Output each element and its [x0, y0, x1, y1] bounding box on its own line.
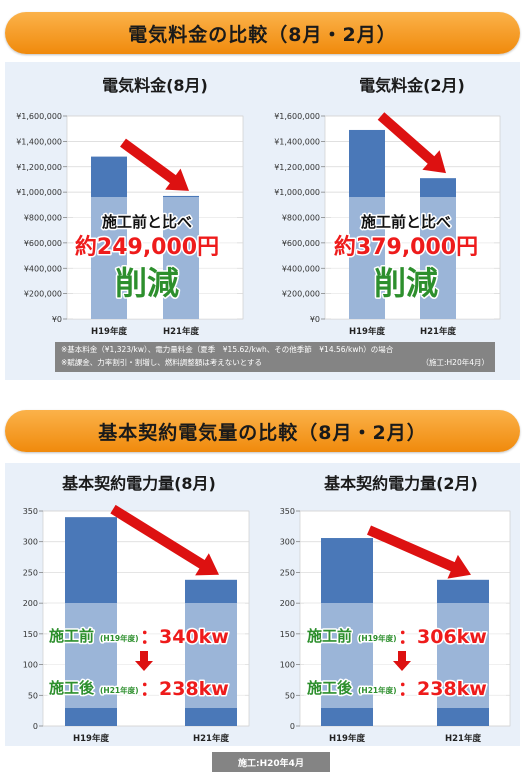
- electricity-cost-charts: 電気料金(8月) ¥0 ¥200,000 ¥400,000 ¥600,000 ¥800,0…: [16, 76, 501, 337]
- x-category-label-0: H21年度: [163, 326, 199, 337]
- footnote-line1: ※基本料金（¥1,323/kw）、電力量料金（夏季 ¥15.62/kwh、その他…: [61, 345, 394, 354]
- chart-title-0: 電気料金(8月): [102, 76, 208, 95]
- y-tick-label-1: ¥1,400,000: [274, 137, 320, 146]
- x-category-label-1: H19年度: [349, 326, 385, 337]
- y-tick-label-3: 250: [280, 568, 295, 577]
- y-tick-label-1: ¥600,000: [282, 239, 320, 248]
- callout-band-1: [331, 197, 494, 319]
- callout-reduction-1: 削減: [374, 264, 438, 302]
- trend-arrow-2: [110, 504, 219, 576]
- x-category-label-1: H21年度: [420, 326, 456, 337]
- after-note-3: (H21年度): [358, 685, 397, 695]
- section2-panel: 基本契約電力量(8月) 0 50 100 150 200 250 300 350 H19年度 H21…: [5, 463, 520, 746]
- before-label-2: 施工前: [49, 627, 94, 645]
- trend-arrow-0: [120, 138, 189, 191]
- y-tick-label-3: 350: [280, 507, 295, 516]
- bar-H21年度-3: [437, 579, 489, 726]
- y-tick-label-2: 250: [23, 568, 38, 577]
- y-tick-label-0: ¥1,600,000: [16, 112, 62, 121]
- before-value-3: ：306kw: [398, 626, 487, 648]
- bar-H19年度-2: [65, 517, 117, 726]
- section1-footnote: ※基本料金（¥1,323/kw）、電力量料金（夏季 ¥15.62/kwh、その他…: [55, 342, 495, 372]
- after-note-2: (H21年度): [100, 685, 139, 695]
- y-tick-label-1: ¥1,000,000: [274, 188, 320, 197]
- y-tick-label-2: 100: [23, 661, 38, 670]
- y-tick-label-2: 300: [23, 538, 38, 547]
- section2-title: 基本契約電気量の比較（8月・2月）: [5, 410, 520, 452]
- y-tick-label-3: 100: [280, 661, 295, 670]
- section2-date-badge: 施工:H20年4月: [212, 752, 330, 772]
- x-category-label-2: H19年度: [73, 733, 109, 744]
- before-value-2: ：340kw: [140, 626, 229, 648]
- trend-arrow-3: [366, 525, 471, 579]
- after-label-2: 施工後: [49, 679, 95, 697]
- callout-saving-amount-1: 約379,000円: [334, 234, 478, 260]
- callout-saving-amount-0: 約249,000円: [75, 234, 219, 260]
- after-value-2: ：238kw: [140, 678, 229, 700]
- y-tick-label-2: 150: [23, 630, 38, 639]
- y-tick-label-2: 200: [23, 599, 38, 608]
- y-tick-label-0: ¥200,000: [24, 290, 62, 299]
- footnote-date: （施工:H20年4月）: [421, 358, 489, 367]
- y-tick-label-2: 350: [23, 507, 38, 516]
- y-tick-label-0: ¥600,000: [24, 239, 62, 248]
- x-category-label-0: H19年度: [91, 326, 127, 337]
- chart-title-2: 基本契約電力量(8月): [61, 474, 216, 493]
- trend-arrow-1: [377, 112, 446, 174]
- bar-H21年度-2: [185, 579, 237, 726]
- y-tick-label-2: 0: [33, 722, 38, 731]
- callout-compare-0: 施工前と比べ: [102, 213, 192, 231]
- after-label-3: 施工後: [307, 679, 353, 697]
- bar-H19年度-3: [321, 538, 373, 726]
- y-tick-label-1: ¥400,000: [282, 264, 320, 273]
- y-tick-label-1: ¥0: [310, 315, 320, 324]
- y-tick-label-0: ¥800,000: [24, 214, 62, 223]
- before-label-3: 施工前: [307, 627, 352, 645]
- bar-H19年度-0: [91, 156, 127, 319]
- before-note-2: (H19年度): [100, 633, 139, 643]
- y-tick-label-1: ¥800,000: [282, 214, 320, 223]
- callout-compare-1: 施工前と比べ: [361, 213, 451, 231]
- y-tick-label-0: ¥0: [52, 315, 62, 324]
- y-tick-label-1: ¥1,200,000: [274, 163, 320, 172]
- y-tick-label-1: ¥1,600,000: [274, 112, 320, 121]
- contract-power-charts: 基本契約電力量(8月) 0 50 100 150 200 250 300 350 H19年度 H21…: [23, 474, 511, 744]
- y-tick-label-3: 0: [290, 722, 295, 731]
- section1-title: 電気料金の比較（8月・2月）: [5, 12, 520, 54]
- y-tick-label-3: 300: [280, 538, 295, 547]
- x-category-label-3: H19年度: [329, 733, 365, 744]
- y-tick-label-0: ¥1,000,000: [16, 188, 62, 197]
- y-tick-label-0: ¥1,400,000: [16, 137, 62, 146]
- y-tick-label-3: 150: [280, 630, 295, 639]
- after-value-3: ：238kw: [398, 678, 487, 700]
- down-arrow-2: [135, 651, 153, 671]
- callout-band-0: [73, 197, 237, 319]
- bar-H21年度-1: [420, 178, 456, 319]
- x-category-label-2: H21年度: [193, 733, 229, 744]
- y-tick-label-0: ¥400,000: [24, 264, 62, 273]
- bar-H21年度-0: [163, 195, 199, 319]
- x-category-label-3: H21年度: [445, 733, 481, 744]
- footnote-line2: ※賦課金、力率割引・割増し、燃料調整額は考えないとする: [61, 358, 263, 367]
- bar-H19年度-1: [349, 129, 385, 319]
- y-tick-label-1: ¥200,000: [282, 290, 320, 299]
- chart-title-3: 基本契約電力量(2月): [323, 474, 478, 493]
- y-tick-label-3: 200: [280, 599, 295, 608]
- y-tick-label-2: 50: [28, 691, 38, 700]
- down-arrow-3: [393, 651, 411, 671]
- y-tick-label-0: ¥1,200,000: [16, 163, 62, 172]
- section1-panel: 電気料金(8月) ¥0 ¥200,000 ¥400,000 ¥600,000 ¥800,0…: [5, 62, 520, 380]
- y-tick-label-3: 50: [285, 691, 295, 700]
- chart-title-1: 電気料金(2月): [359, 76, 465, 95]
- before-note-3: (H19年度): [358, 633, 397, 643]
- callout-reduction-0: 削減: [115, 264, 179, 302]
